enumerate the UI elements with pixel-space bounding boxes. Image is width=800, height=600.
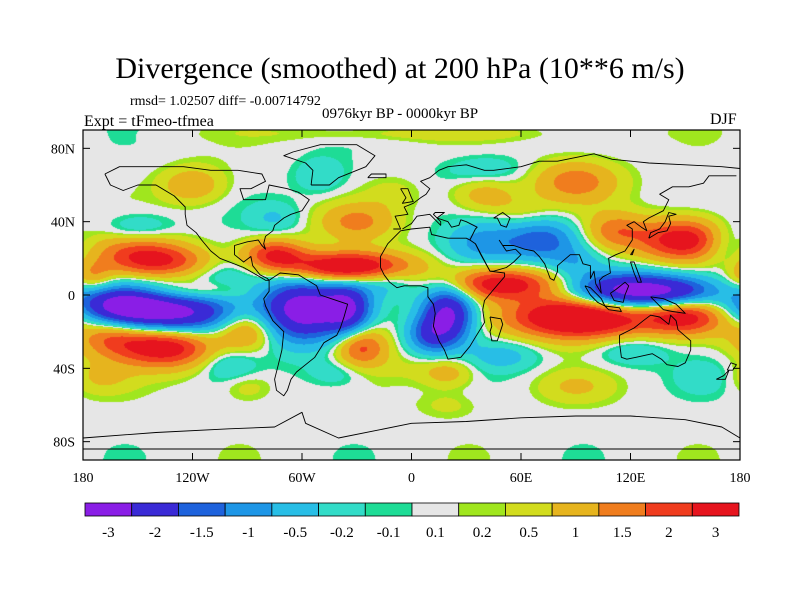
- x-tick-label: 120W: [175, 471, 210, 486]
- coastline: [489, 316, 504, 342]
- coastline: [283, 144, 376, 186]
- y-tick-label: 80N: [51, 142, 75, 157]
- coastline: [104, 166, 310, 281]
- rmsd-diff-label: rmsd= 1.02507 diff= -0.00714792: [130, 94, 321, 109]
- y-tick-label: 40S: [53, 362, 75, 377]
- coastline: [402, 212, 478, 241]
- x-tick-label: 0: [408, 471, 415, 486]
- coastline: [630, 261, 642, 283]
- colorbar-swatch: [551, 502, 600, 517]
- colorbar-swatch: [458, 502, 506, 517]
- colorbar-label: 0.2: [473, 525, 492, 541]
- season-label: DJF: [710, 111, 737, 128]
- y-tick-label: 40N: [51, 216, 75, 231]
- colorbar-label: 0.5: [519, 525, 538, 541]
- x-tick-label: 180: [73, 471, 94, 486]
- coastline: [609, 281, 630, 303]
- colorbar-swatch: [598, 502, 646, 517]
- coastline: [400, 188, 414, 204]
- x-axis: 180 120W 60W 0 60E 120E 180: [73, 130, 751, 486]
- colorbar-label: 0.1: [426, 525, 445, 541]
- colorbar-label: -0.5: [283, 525, 307, 541]
- coastline: [726, 362, 737, 371]
- coastline: [619, 314, 692, 367]
- colorbar-label: -0.2: [330, 525, 354, 541]
- colorbar-label: -1.5: [190, 525, 214, 541]
- colorbar-label: 2: [665, 525, 673, 541]
- colorbar-label: 3: [712, 525, 720, 541]
- coastline: [502, 175, 737, 294]
- colorbar-label: -0.1: [377, 525, 401, 541]
- coastline: [648, 212, 677, 239]
- y-tick-label: 80S: [53, 436, 75, 451]
- x-tick-label: 60W: [288, 471, 316, 486]
- colorbar-label: 1.5: [613, 525, 632, 541]
- colorbar-swatch: [224, 502, 273, 517]
- colorbar-swatch: [691, 502, 740, 517]
- colorbar-swatch: [131, 502, 179, 517]
- colorbar-label: -2: [149, 525, 162, 541]
- coastline: [716, 369, 730, 380]
- coastline: [263, 272, 349, 397]
- coastline: [393, 153, 741, 230]
- period-label: 0976kyr BP - 0000kyr BP: [322, 106, 479, 122]
- coastline: [82, 411, 741, 439]
- colorbar-swatch: [505, 502, 553, 517]
- divergence-field: [83, 130, 740, 460]
- coastline: [493, 212, 511, 228]
- colorbar-swatch: [364, 502, 413, 517]
- colorbar-swatch: [411, 502, 460, 517]
- colorbar-label: 1: [572, 525, 580, 541]
- experiment-label: Expt = tFmeo-tfmea: [84, 113, 214, 130]
- colorbar: -3 -2 -1.5 -1 -0.5 -0.2 -0.1 0.1 0.2 0.5 1 1.5 2 3: [84, 502, 740, 541]
- coastline: [650, 296, 686, 314]
- coastline: [367, 173, 387, 179]
- coastlines: [82, 144, 741, 450]
- coastline: [630, 248, 635, 256]
- colorbar-swatch: [645, 502, 693, 517]
- y-tick-label: 0: [68, 289, 75, 304]
- coastline: [380, 226, 506, 360]
- colorbar-label: -1: [242, 525, 255, 541]
- coastline: [604, 305, 622, 312]
- chart-title: Divergence (smoothed) at 200 hPa (10**6 …: [115, 52, 685, 85]
- colorbar-swatch: [84, 502, 133, 517]
- x-tick-label: 60E: [510, 471, 533, 486]
- y-axis: 80N 40N 0 40S 80S: [51, 142, 740, 451]
- x-tick-label: 120E: [616, 471, 646, 486]
- colorbar-swatch: [318, 502, 366, 517]
- colorbar-swatch: [271, 502, 319, 517]
- colorbar-swatch: [178, 502, 226, 517]
- colorbar-label: -3: [102, 525, 115, 541]
- x-tick-label: 180: [730, 471, 751, 486]
- coastline: [474, 239, 522, 272]
